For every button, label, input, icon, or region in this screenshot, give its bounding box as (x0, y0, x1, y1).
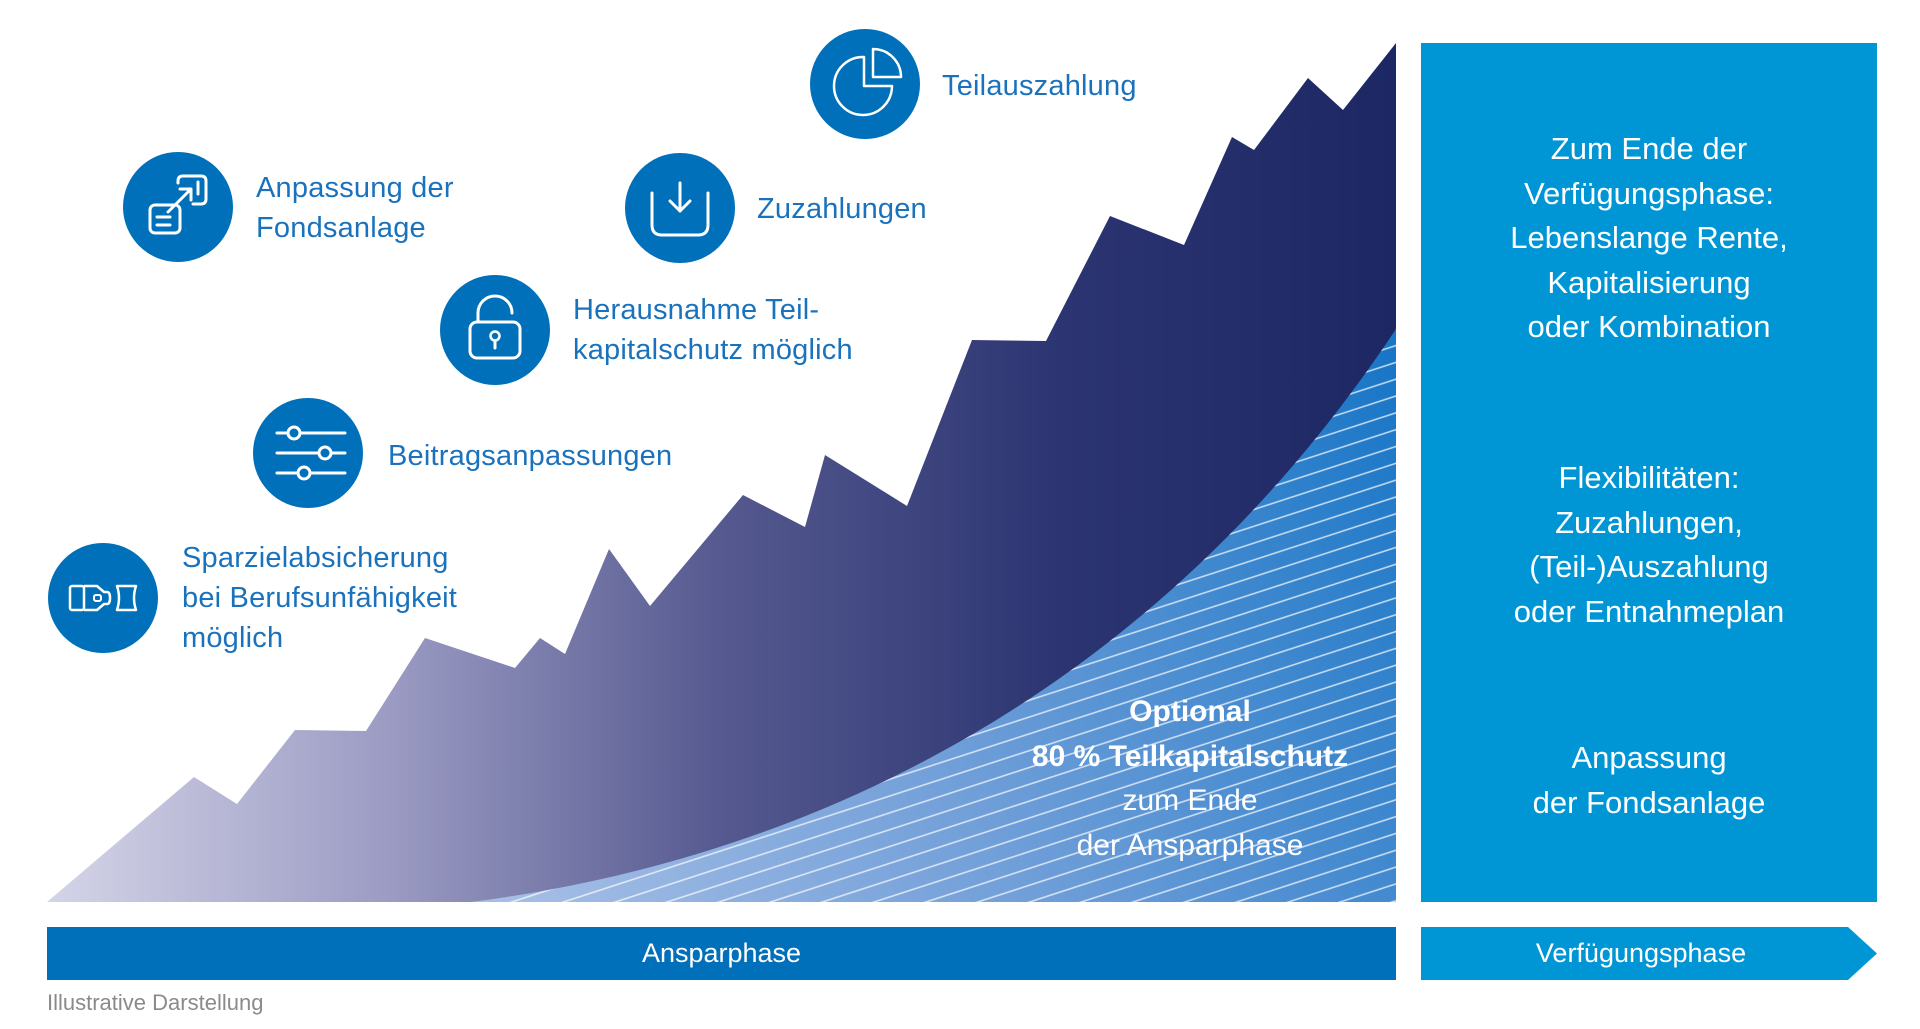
download-tray-icon (625, 153, 735, 263)
seatbelt-buckle-icon (48, 543, 158, 653)
capital-protection-label: Optional 80 % Teilkapitalschutz zum Ende… (1031, 695, 1349, 862)
pie-chart-icon (810, 29, 920, 139)
feature-label-anpassung-fondsanlage: Anpassung der Fondsanlage (256, 172, 454, 244)
panel-block-end-options: Zum Ende der Verfügungsphase: Lebenslang… (1510, 131, 1788, 344)
feature-label-herausnahme: Herausnahme Teil- kapitalschutz möglich (573, 294, 853, 366)
accumulation-phase-bar (47, 927, 1396, 980)
accumulation-phase-label: Ansparphase (641, 938, 802, 968)
payout-phase-label: Verfügungsphase (1535, 938, 1747, 968)
payout-phase-bar (1421, 927, 1877, 980)
unlock-icon (440, 275, 550, 385)
feature-label-sparzielabsicherung: Sparzielabsicherung bei Berufsunfähigkei… (182, 542, 458, 654)
sliders-icon (253, 398, 363, 508)
feature-label-teilauszahlung: Teilauszahlung (942, 70, 1137, 102)
feature-label-zuzahlungen: Zuzahlungen (757, 193, 927, 225)
panel-block-flexibility: Flexibilitäten: Zuzahlungen, (Teil-)Ausz… (1513, 460, 1785, 629)
illustrative-caption: Illustrative Darstellung (47, 990, 264, 1015)
feature-label-beitragsanpassungen: Beitragsanpassungen (388, 440, 673, 472)
panel-block-fund-adjustment: Anpassung der Fondsanlage (1532, 740, 1766, 820)
payout-phase-panel: Zum Ende der Verfügungsphase: Lebenslang… (1421, 43, 1877, 902)
fund-switch-icon (123, 152, 233, 262)
